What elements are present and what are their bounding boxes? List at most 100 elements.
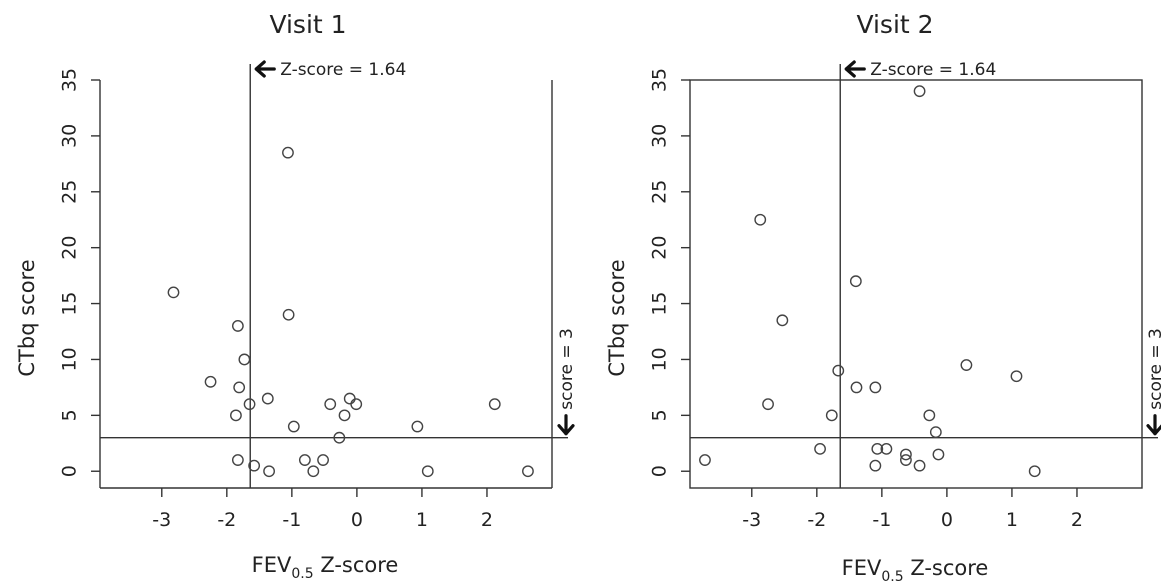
down-arrow-icon bbox=[557, 414, 575, 436]
data-point bbox=[204, 375, 217, 388]
data-point bbox=[231, 320, 244, 332]
y-tick-label: 10 bbox=[59, 347, 81, 371]
data-point bbox=[488, 398, 501, 411]
y-tick-label: 35 bbox=[59, 68, 81, 92]
chart-panel-2: Visit 2 0 5 10 15 20 25 30 35 -3 -2 -1 0 1 2 CTbq score… bbox=[605, 10, 1161, 585]
x-axis-label-suffix: Z-score bbox=[314, 553, 399, 577]
data-point bbox=[333, 431, 346, 444]
x-axis-label-main: FEV bbox=[252, 553, 292, 577]
data-point bbox=[343, 392, 356, 405]
data-point bbox=[421, 465, 434, 478]
data-point bbox=[230, 409, 242, 422]
data-point bbox=[776, 314, 789, 327]
x-tick-label: -3 bbox=[152, 509, 171, 531]
data-point bbox=[880, 442, 893, 455]
data-point bbox=[231, 454, 244, 466]
data-point bbox=[243, 398, 256, 411]
z-score-threshold-label: Z-score = 1.64 bbox=[280, 60, 406, 80]
down-arrow-icon bbox=[1146, 414, 1161, 436]
data-point bbox=[263, 465, 275, 478]
data-point bbox=[869, 381, 882, 394]
x-tick-label: -1 bbox=[872, 509, 891, 531]
y-axis-label: CTbq score bbox=[15, 259, 39, 376]
x-tick-label: 1 bbox=[416, 509, 428, 531]
data-point bbox=[814, 442, 826, 455]
y-tick-label: 10 bbox=[649, 347, 671, 371]
data-point bbox=[282, 146, 294, 159]
y-tick-label: 25 bbox=[59, 180, 81, 204]
data-point bbox=[1010, 370, 1023, 383]
data-point bbox=[900, 454, 912, 466]
x-tick-label: 1 bbox=[1006, 509, 1018, 531]
data-point bbox=[913, 85, 926, 98]
data-point bbox=[699, 454, 711, 466]
data-point bbox=[338, 409, 351, 422]
data-point bbox=[307, 465, 320, 478]
data-point bbox=[932, 448, 945, 461]
data-point bbox=[832, 364, 845, 377]
data-point bbox=[960, 359, 973, 371]
y-tick-label: 25 bbox=[649, 180, 671, 204]
data-point bbox=[298, 454, 311, 466]
x-axis-label-subscript: 0.5 bbox=[881, 569, 903, 583]
data-point bbox=[849, 275, 862, 288]
y-tick-label: 20 bbox=[649, 236, 671, 260]
y-axis-label: CTbq score bbox=[605, 259, 629, 376]
data-point bbox=[929, 426, 942, 439]
data-point bbox=[238, 353, 251, 366]
y-tick-label: 30 bbox=[649, 124, 671, 148]
left-arrow-icon bbox=[254, 60, 276, 78]
z-score-threshold-label: Z-score = 1.64 bbox=[870, 60, 996, 80]
x-tick-label: -2 bbox=[807, 509, 826, 531]
data-point bbox=[825, 409, 838, 422]
data-point bbox=[762, 398, 774, 411]
x-tick-label: 2 bbox=[1071, 509, 1083, 531]
chart-title: Visit 2 bbox=[856, 10, 933, 39]
left-arrow-icon bbox=[844, 60, 866, 78]
data-point bbox=[287, 420, 300, 433]
data-point bbox=[282, 308, 295, 321]
x-axis-label-main: FEV bbox=[842, 556, 882, 580]
plot-frame bbox=[689, 79, 1143, 489]
score-threshold-label: score = 3 bbox=[1146, 328, 1161, 410]
data-point bbox=[850, 381, 863, 394]
y-tick-label: 15 bbox=[649, 291, 671, 315]
x-axis-label: FEV0.5 Z-score bbox=[252, 553, 399, 582]
x-tick-label: 2 bbox=[481, 509, 493, 531]
x-tick-label: -3 bbox=[742, 509, 761, 531]
data-point bbox=[167, 286, 180, 299]
y-tick-label: 5 bbox=[59, 409, 81, 421]
x-tick-label: 0 bbox=[351, 509, 363, 531]
data-point bbox=[869, 459, 882, 472]
y-tick-label: 0 bbox=[59, 465, 81, 477]
data-point bbox=[261, 392, 274, 405]
data-point bbox=[248, 459, 261, 472]
chart-panel-1: Visit 1 0 5 10 15 20 25 30 35 -3 -2 -1 0 1 2 CTbq score… bbox=[15, 10, 577, 582]
data-point bbox=[913, 459, 926, 472]
y-tick-label: 5 bbox=[649, 409, 671, 421]
y-tick-label: 35 bbox=[649, 68, 671, 92]
data-point bbox=[923, 409, 936, 422]
y-tick-label: 15 bbox=[59, 291, 81, 315]
y-tick-label: 20 bbox=[59, 236, 81, 260]
data-point bbox=[871, 442, 884, 455]
x-tick-label: 0 bbox=[941, 509, 953, 531]
data-point bbox=[350, 398, 363, 411]
data-point bbox=[317, 454, 329, 466]
data-point bbox=[324, 398, 337, 411]
x-axis-label: FEV0.5 Z-score bbox=[842, 556, 989, 583]
x-tick-label: -1 bbox=[282, 509, 301, 531]
data-point bbox=[900, 448, 912, 461]
y-tick-label: 0 bbox=[649, 465, 671, 477]
data-point bbox=[411, 420, 424, 433]
data-point bbox=[754, 213, 767, 226]
data-point bbox=[233, 381, 246, 394]
data-point bbox=[1028, 465, 1041, 478]
chart-title: Visit 1 bbox=[269, 10, 346, 39]
x-tick-label: -2 bbox=[217, 509, 236, 531]
x-axis-label-suffix: Z-score bbox=[904, 556, 989, 580]
y-tick-label: 30 bbox=[59, 124, 81, 148]
data-point bbox=[522, 465, 534, 478]
